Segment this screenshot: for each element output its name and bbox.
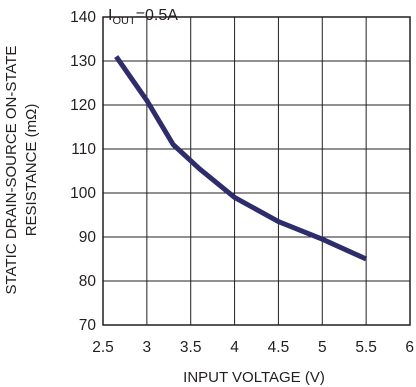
current-annotation: IOUT=0.5A <box>108 7 178 27</box>
y-tick-label: 90 <box>79 229 97 246</box>
y-axis-label-line1: STATIC DRAIN-SOURCE ON-STATE <box>3 46 20 295</box>
x-tick-label: 3.5 <box>180 339 202 356</box>
y-tick-label: 80 <box>79 273 97 290</box>
x-tick-label: 4.5 <box>268 339 290 356</box>
annotation-suffix: =0.5A <box>136 7 179 24</box>
y-tick-labels: 70 80 90 100 110 120 130 140 <box>70 9 96 334</box>
series-line <box>114 55 368 262</box>
x-axis-label: INPUT VOLTAGE (V) <box>183 369 325 386</box>
annotation-subscript: OUT <box>112 15 136 27</box>
annotation-prefix: I <box>108 7 112 24</box>
x-tick-label: 6 <box>405 339 414 356</box>
x-tick-label: 5 <box>318 339 327 356</box>
y-tick-label: 130 <box>70 53 96 70</box>
x-tick-label: 4 <box>230 339 239 356</box>
x-tick-label: 2.5 <box>92 339 114 356</box>
y-tick-label: 140 <box>70 9 96 26</box>
y-axis-label-line2: RESISTANCE (mΩ) <box>23 104 40 237</box>
x-tick-labels: 2.5 3 3.5 4 4.5 5 5.5 6 <box>92 339 414 356</box>
grid <box>102 16 411 326</box>
x-tick-label: 3 <box>143 339 152 356</box>
x-tick-label: 5.5 <box>355 339 377 356</box>
y-tick-label: 110 <box>71 141 96 158</box>
y-tick-label: 70 <box>79 317 97 334</box>
plot-frame <box>102 16 411 326</box>
y-tick-label: 120 <box>70 97 96 114</box>
y-tick-label: 100 <box>70 185 96 202</box>
